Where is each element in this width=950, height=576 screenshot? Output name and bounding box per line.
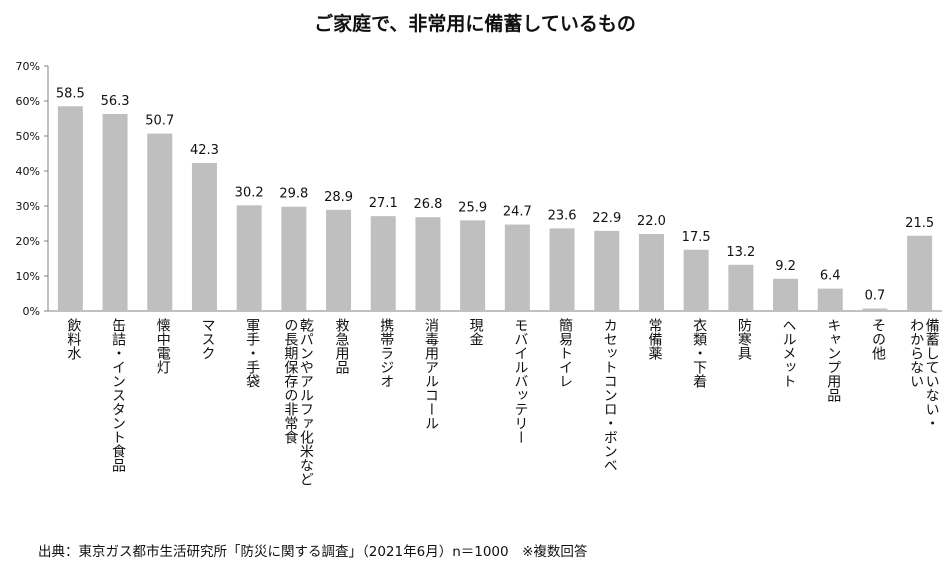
bar-value-label: 22.0 [637,214,666,229]
chart-title: ご家庭で、非常用に備蓄しているもの [314,13,636,35]
bar-value-label: 29.8 [279,187,308,202]
bar [326,209,352,311]
category-label: 懐中電灯 [150,318,171,374]
category-label: 常備薬 [641,318,663,360]
category-label-line: ヘルメット [780,318,797,388]
y-tick-label: 60% [16,95,40,108]
category-label: マスク [194,318,216,360]
bar [817,288,843,311]
category-label-line: 懐中電灯 [154,318,171,374]
category-label: 缶詰・インスタント食品 [105,318,127,472]
bar [594,230,620,311]
category-label: 軍手・手袋 [239,318,261,388]
bar [370,216,396,311]
category-label-line: 缶詰・インスタント食品 [110,318,127,472]
bar-value-label: 21.5 [905,216,934,231]
bar [102,113,128,311]
bar-value-label: 25.9 [458,200,487,215]
bar-value-label: 0.7 [865,289,886,304]
category-label: 防寒具 [731,318,752,360]
category-label-line: 飲料水 [65,318,82,360]
y-tick-label: 40% [16,165,40,178]
category-label-line: 備蓄していない・ [923,318,940,430]
bar-value-label: 26.8 [413,197,442,212]
bar-value-label: 6.4 [820,269,841,284]
category-label-line: の長期保存の非常食 [282,318,299,444]
category-label-line: モバイルバッテリー [512,318,529,444]
y-tick-label: 50% [16,130,40,143]
category-label: キャンプ用品 [820,318,842,402]
y-tick-label: 20% [16,235,40,248]
bar [57,106,83,311]
category-label-line: 衣類・下着 [691,318,708,388]
category-label: 救急用品 [329,318,350,374]
category-label-line: マスク [199,318,216,360]
category-label-line: 乾パンやアルファ化米など [297,318,314,486]
bar [415,217,441,311]
bar [504,224,530,311]
bar-value-label: 27.1 [369,196,398,211]
bar [773,278,799,311]
bar-value-label: 22.9 [592,211,621,226]
category-label: 現金 [463,318,484,346]
category-label-line: 防寒具 [735,318,752,360]
category-label-line: その他 [869,318,886,360]
bar [281,206,307,311]
bar-value-label: 42.3 [190,143,219,158]
bar [728,264,754,311]
bar-value-label: 13.2 [726,245,755,260]
category-label: ヘルメット [776,318,797,388]
category-label-line: わからない [908,318,925,388]
source-note: 出典：東京ガス都市生活研究所「防災に関する調査」（2021年6月）n＝1000 … [38,544,588,560]
category-label: その他 [865,318,886,360]
category-label: 乾パンやアルファ化米など の長期保存の非常食 [275,318,314,486]
category-label: モバイルバッテリー [507,318,529,444]
bar [460,220,486,311]
bar-value-label: 24.7 [503,205,532,220]
bar [147,133,173,311]
bar-value-label: 50.7 [145,114,174,129]
y-tick-label: 0% [23,305,40,318]
category-label-line: 常備薬 [646,318,663,360]
bar-value-label: 17.5 [682,230,711,245]
bar [862,308,888,311]
y-tick-label: 30% [16,200,40,213]
bar [236,205,262,311]
category-label: 備蓄していない・ わからない [901,318,940,430]
category-label: 飲料水 [60,318,82,360]
category-label-line: 簡易トイレ [557,318,574,388]
bar-value-label: 56.3 [101,94,130,109]
bar [907,235,933,311]
y-tick-label: 10% [16,270,40,283]
category-label: 衣類・下着 [686,318,708,388]
category-label-line: カセットコンロ・ボンベ [601,318,618,472]
bar [683,249,709,311]
category-label-line: キャンプ用品 [825,318,842,402]
bar [549,228,575,311]
bar-value-label: 23.6 [548,208,577,223]
category-label: 簡易トイレ [552,318,574,388]
category-label: 消毒用アルコール [418,318,439,430]
category-label: 携帯ラジオ [373,318,395,388]
category-label-line: 携帯ラジオ [378,318,395,388]
bar [638,234,664,311]
bar-value-label: 30.2 [235,185,264,200]
bar [191,162,217,311]
category-label-line: 救急用品 [333,318,350,374]
bar-value-label: 9.2 [775,259,796,274]
y-tick-label: 70% [16,60,40,73]
bar-value-label: 28.9 [324,190,353,205]
bar-value-label: 58.5 [56,86,85,101]
category-label-line: 軍手・手袋 [244,318,261,388]
category-label-line: 消毒用アルコール [422,318,439,430]
category-label: カセットコンロ・ボンベ [597,318,618,472]
category-label-line: 現金 [467,318,484,346]
